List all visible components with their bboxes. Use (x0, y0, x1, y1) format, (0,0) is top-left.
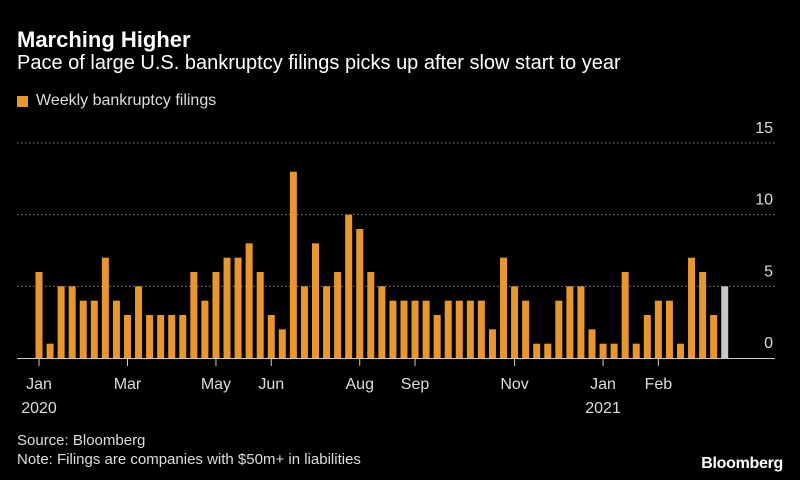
bar (68, 286, 76, 358)
bar (345, 214, 353, 358)
y-tick-label: 10 (755, 192, 773, 209)
bar (46, 343, 54, 358)
y-tick-label: 5 (764, 263, 773, 280)
bar (477, 300, 485, 358)
x-year-label: 2021 (585, 400, 621, 417)
bar (522, 300, 530, 358)
bar (433, 315, 441, 358)
bar (223, 257, 231, 358)
bar (699, 272, 707, 358)
bar (367, 272, 375, 358)
bar (267, 315, 275, 358)
bar (511, 286, 519, 358)
bar (146, 315, 154, 358)
bloomberg-logo: Bloomberg (701, 455, 783, 472)
bar (389, 300, 397, 358)
bar (566, 286, 574, 358)
x-tick-label: Jan (26, 376, 52, 393)
bar (588, 329, 596, 358)
bar (544, 343, 552, 358)
bar (256, 272, 264, 358)
bar (300, 286, 308, 358)
bar (323, 286, 331, 358)
bar (157, 315, 165, 358)
y-tick-label: 0 (764, 335, 773, 352)
bar (555, 300, 563, 358)
bar (577, 286, 585, 358)
x-tick-label: Mar (114, 376, 142, 393)
bar (466, 300, 474, 358)
bar (411, 300, 419, 358)
bar (334, 272, 342, 358)
bar (245, 243, 253, 358)
x-year-label: 2020 (21, 400, 57, 417)
bar (212, 272, 220, 358)
x-tick-label: Nov (500, 376, 528, 393)
bar (621, 272, 629, 358)
source-note: Source: Bloomberg (17, 432, 146, 449)
bar (179, 315, 187, 358)
x-tick-label: Jan (590, 376, 616, 393)
bar (599, 343, 607, 358)
bar (643, 315, 651, 358)
x-tick-label: Sep (401, 376, 430, 393)
x-tick-label: Feb (645, 376, 673, 393)
bar (135, 286, 143, 358)
bar (168, 315, 176, 358)
bar-chart: 15 10 5 0 Jan Mar May Jun Aug Sep Nov Jan Feb 2020 202… (17, 120, 775, 417)
bar (610, 343, 618, 358)
bar (90, 300, 98, 358)
chart-title: Marching Higher (17, 27, 191, 52)
x-tick-label: Aug (346, 376, 374, 393)
bar (710, 315, 718, 358)
bar (455, 300, 463, 358)
bar (190, 272, 198, 358)
legend-label: Weekly bankruptcy filings (36, 92, 217, 109)
bar (123, 315, 131, 358)
bar (533, 343, 541, 358)
bar (356, 229, 364, 358)
legend: Weekly bankruptcy filings (17, 92, 216, 110)
y-tick-label: 15 (755, 120, 773, 137)
bar (57, 286, 65, 358)
bar (312, 243, 319, 358)
legend-swatch (17, 95, 28, 107)
bar (289, 171, 297, 358)
bar (234, 257, 242, 358)
bar (632, 343, 640, 358)
bar (400, 300, 408, 358)
bar (201, 300, 209, 358)
x-tick-label: Jun (258, 376, 284, 393)
bar (688, 257, 696, 358)
bar (278, 329, 286, 358)
bar (378, 286, 386, 358)
footnote: Note: Filings are companies with $50m+ i… (17, 451, 361, 468)
bar (654, 300, 662, 358)
bar (488, 329, 496, 358)
x-tick-label: May (201, 376, 231, 393)
bar (422, 300, 430, 358)
bar (676, 343, 684, 358)
bar (112, 300, 120, 358)
bar (35, 272, 43, 358)
bar (500, 257, 508, 358)
bar (101, 257, 109, 358)
bar (79, 300, 87, 358)
bar (665, 300, 673, 358)
bar (721, 286, 729, 358)
bar (444, 300, 452, 358)
chart-subtitle: Pace of large U.S. bankruptcy filings pi… (17, 52, 621, 74)
